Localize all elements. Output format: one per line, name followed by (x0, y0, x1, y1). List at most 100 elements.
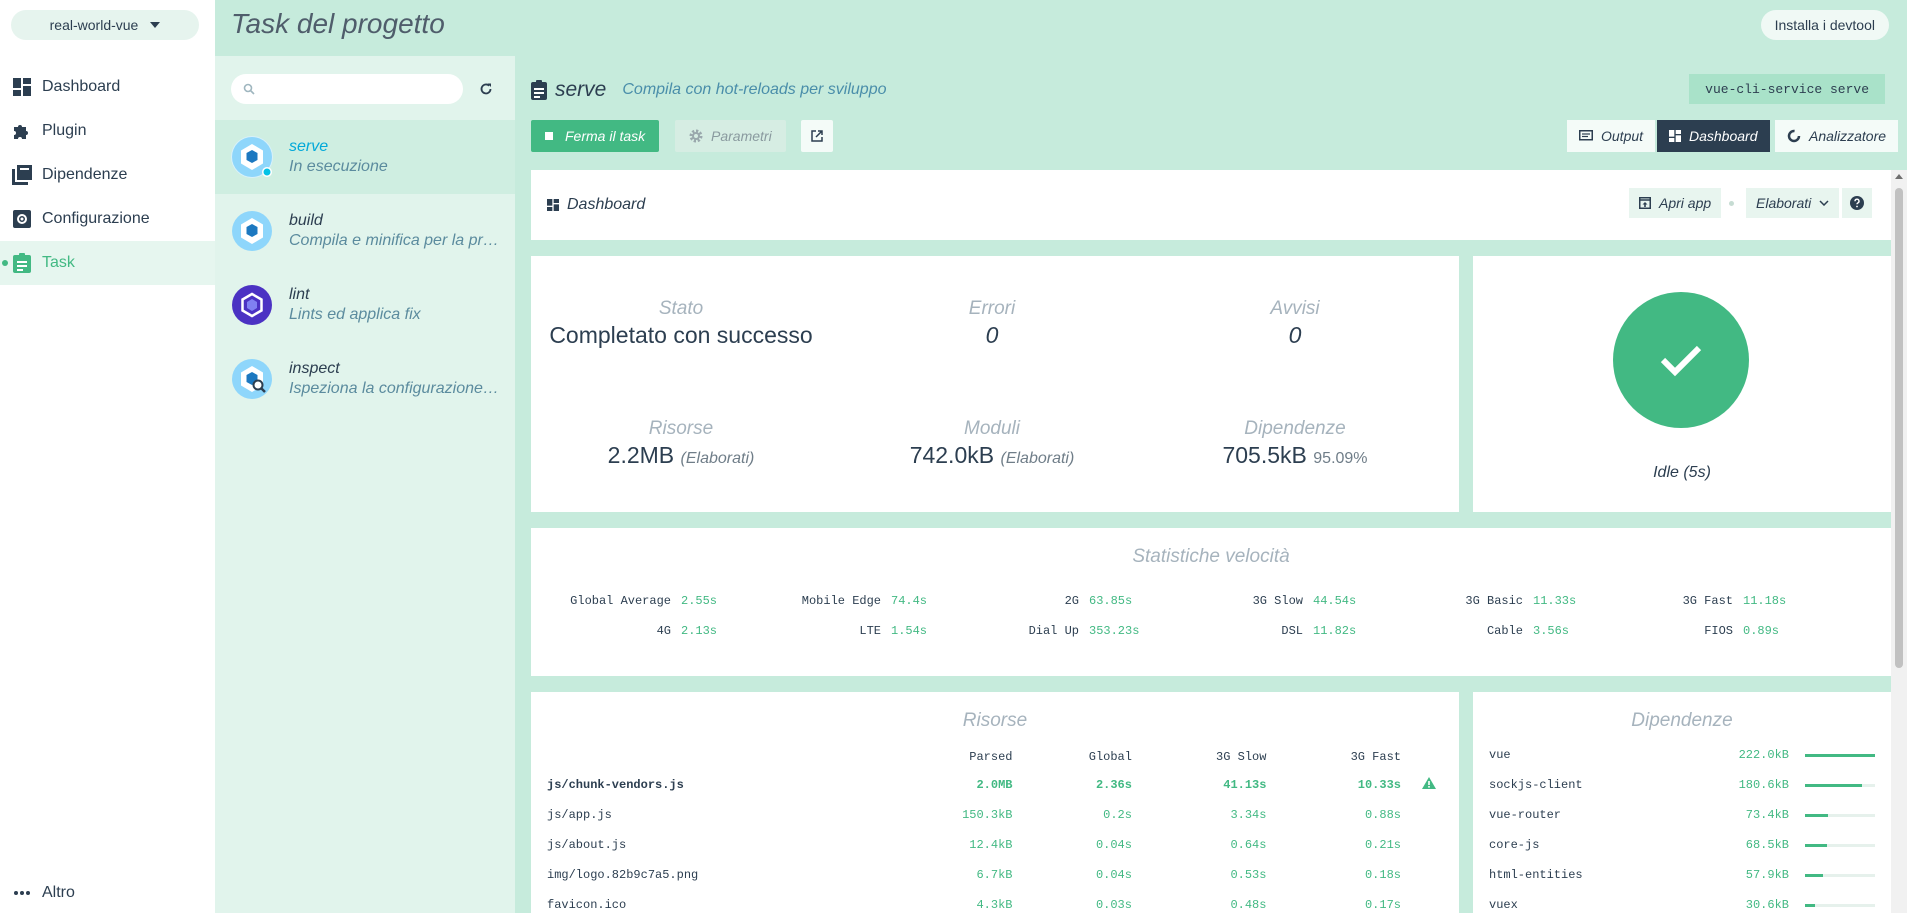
stat-value: 0 (985, 322, 999, 348)
dependency-size: 222.0kB (1738, 748, 1789, 762)
nav-item-plugin[interactable]: Plugin (0, 109, 215, 153)
task-title: serve (555, 78, 607, 101)
speed-stat: LTE 1.54s (761, 624, 927, 638)
table-row: favicon.ico 4.3kB 0.03s 0.48s 0.17s (547, 890, 1443, 913)
task-name: build (289, 212, 323, 229)
view-dashboard-tab[interactable]: Dashboard (1657, 120, 1770, 152)
asset-name: favicon.ico (547, 898, 627, 912)
asset-fast: 0.18s (1364, 868, 1401, 882)
caret-down-icon (150, 22, 161, 28)
speed-stat-name: LTE (859, 624, 881, 638)
stat-label: Dipendenze (1244, 418, 1346, 439)
assets-title: Risorse (962, 710, 1028, 731)
nav-item-more[interactable]: Altro (0, 871, 215, 913)
nav-item-dipendenze[interactable]: Dipendenze (0, 153, 215, 197)
speed-stat-name: 3G Basic (1465, 594, 1523, 608)
column-header-warning (1415, 744, 1443, 770)
dependency-size-bar (1805, 784, 1875, 787)
column-header: Global (1088, 750, 1132, 764)
task-search-input[interactable] (231, 74, 463, 104)
dependencies-title: Dipendenze (1631, 710, 1733, 731)
view-output-label: Output (1601, 128, 1644, 144)
asset-fast: 0.21s (1364, 838, 1401, 852)
dependency-name: core-js (1489, 838, 1540, 852)
task-description: Compila con hot-reloads per sviluppo (622, 81, 887, 98)
separator-dot (1729, 201, 1734, 206)
dependency-name: sockjs-client (1489, 778, 1583, 792)
dashboard-heading: Dashboard (547, 196, 645, 214)
asset-fast: 0.88s (1364, 808, 1401, 822)
status-card: Idle (5s) (1473, 256, 1891, 512)
dependency-name: vue (1489, 748, 1511, 762)
column-header: 3G Slow (1216, 750, 1267, 764)
view-analyzer-tab[interactable]: Analizzatore (1775, 120, 1899, 152)
gear-icon (689, 129, 703, 143)
install-devtool-button[interactable]: Installa i devtool (1760, 10, 1889, 40)
stat-dependencies: Dipendenze 705.5kB 95.09% (1145, 418, 1445, 469)
refresh-button[interactable] (475, 78, 497, 100)
speed-stat-name: Mobile Edge (801, 594, 881, 608)
asset-slow: 0.64s (1230, 838, 1267, 852)
asset-slow: 41.13s (1223, 778, 1267, 792)
stop-task-button[interactable]: Ferma il task (531, 120, 660, 152)
list-item: html-entities 57.9kB (1489, 864, 1875, 884)
mode-select[interactable]: Elaborati (1746, 188, 1840, 218)
speed-stat: Dial Up 353.23s (979, 624, 1140, 638)
scrollbar-thumb[interactable] (1895, 188, 1903, 668)
task-name: serve (289, 138, 329, 155)
asset-parsed: 6.7kB (976, 868, 1013, 882)
task-detail: serve Compila con hot-reloads per svilup… (515, 56, 1907, 913)
speed-stats-card: Statistiche velocità Global Average 2.55s… (531, 528, 1891, 676)
settings-icon (12, 209, 32, 229)
open-app-label: Apri app (1659, 195, 1712, 211)
stat-label: Stato (658, 298, 704, 319)
stat-modules: Moduli 742.0kB (Elaborati) (842, 418, 1142, 469)
stat-note: 95.09% (1313, 450, 1368, 467)
speed-stat: 2G 63.85s (979, 594, 1133, 608)
nav-item-task[interactable]: Task (0, 241, 215, 285)
table-row: js/app.js 150.3kB 0.2s 3.34s 0.88s (547, 800, 1443, 830)
project-selector[interactable]: real-world-vue (11, 10, 199, 40)
nav-item-dashboard[interactable]: Dashboard (0, 65, 215, 109)
speed-stat-name: 3G Slow (1252, 594, 1303, 608)
check-icon (1660, 345, 1702, 377)
task-item-build[interactable]: build Compila e minifica per la produzio… (215, 194, 515, 268)
stat-label: Risorse (648, 418, 714, 439)
puzzle-icon (12, 121, 32, 141)
active-indicator (2, 260, 8, 266)
speed-stat: Global Average 2.55s (547, 594, 717, 608)
scrollbar[interactable] (1891, 170, 1907, 913)
speed-stat-value: 74.4s (891, 594, 928, 608)
task-item-serve[interactable]: serve In esecuzione (215, 120, 515, 194)
nav-item-configurazione[interactable]: Configurazione (0, 197, 215, 241)
nav-item-label: Altro (42, 884, 75, 901)
dashboard-icon (1669, 130, 1681, 142)
dependency-size-bar (1805, 844, 1875, 847)
stop-icon (545, 132, 553, 140)
help-button[interactable] (1842, 188, 1872, 218)
nav-item-label: Dipendenze (42, 166, 128, 183)
parameters-button[interactable]: Parametri (675, 120, 786, 152)
refresh-icon (480, 83, 492, 95)
asset-name: js/app.js (547, 808, 612, 822)
speed-stat: 4G 2.13s (547, 624, 717, 638)
speed-stat: FIOS 0.89s (1621, 624, 1779, 638)
speed-stat: Cable 3.56s (1411, 624, 1569, 638)
build-stats-card: Stato Completato con successo Errori 0 A… (531, 256, 1459, 512)
asset-global: 0.03s (1095, 898, 1132, 912)
webpack-icon (231, 210, 273, 252)
scroll-up-icon[interactable] (1895, 174, 1903, 179)
status-text: Idle (5s) (1653, 464, 1711, 481)
asset-global: 0.04s (1095, 868, 1132, 882)
speed-stat-value: 44.54s (1313, 594, 1357, 608)
open-app-button[interactable]: Apri app (1629, 188, 1722, 218)
task-item-lint[interactable]: lint Lints ed applica fix (215, 268, 515, 342)
view-output-tab[interactable]: Output (1567, 120, 1656, 152)
task-item-inspect[interactable]: inspect Ispeziona la configurazione webp… (215, 342, 515, 416)
speed-stat-name: FIOS (1704, 624, 1733, 638)
speed-stat: 3G Basic 11.33s (1411, 594, 1576, 608)
dashboard-title: Dashboard (567, 196, 646, 213)
dependency-size-bar (1805, 904, 1875, 907)
asset-warning (1415, 860, 1443, 890)
open-external-button[interactable] (801, 120, 833, 152)
